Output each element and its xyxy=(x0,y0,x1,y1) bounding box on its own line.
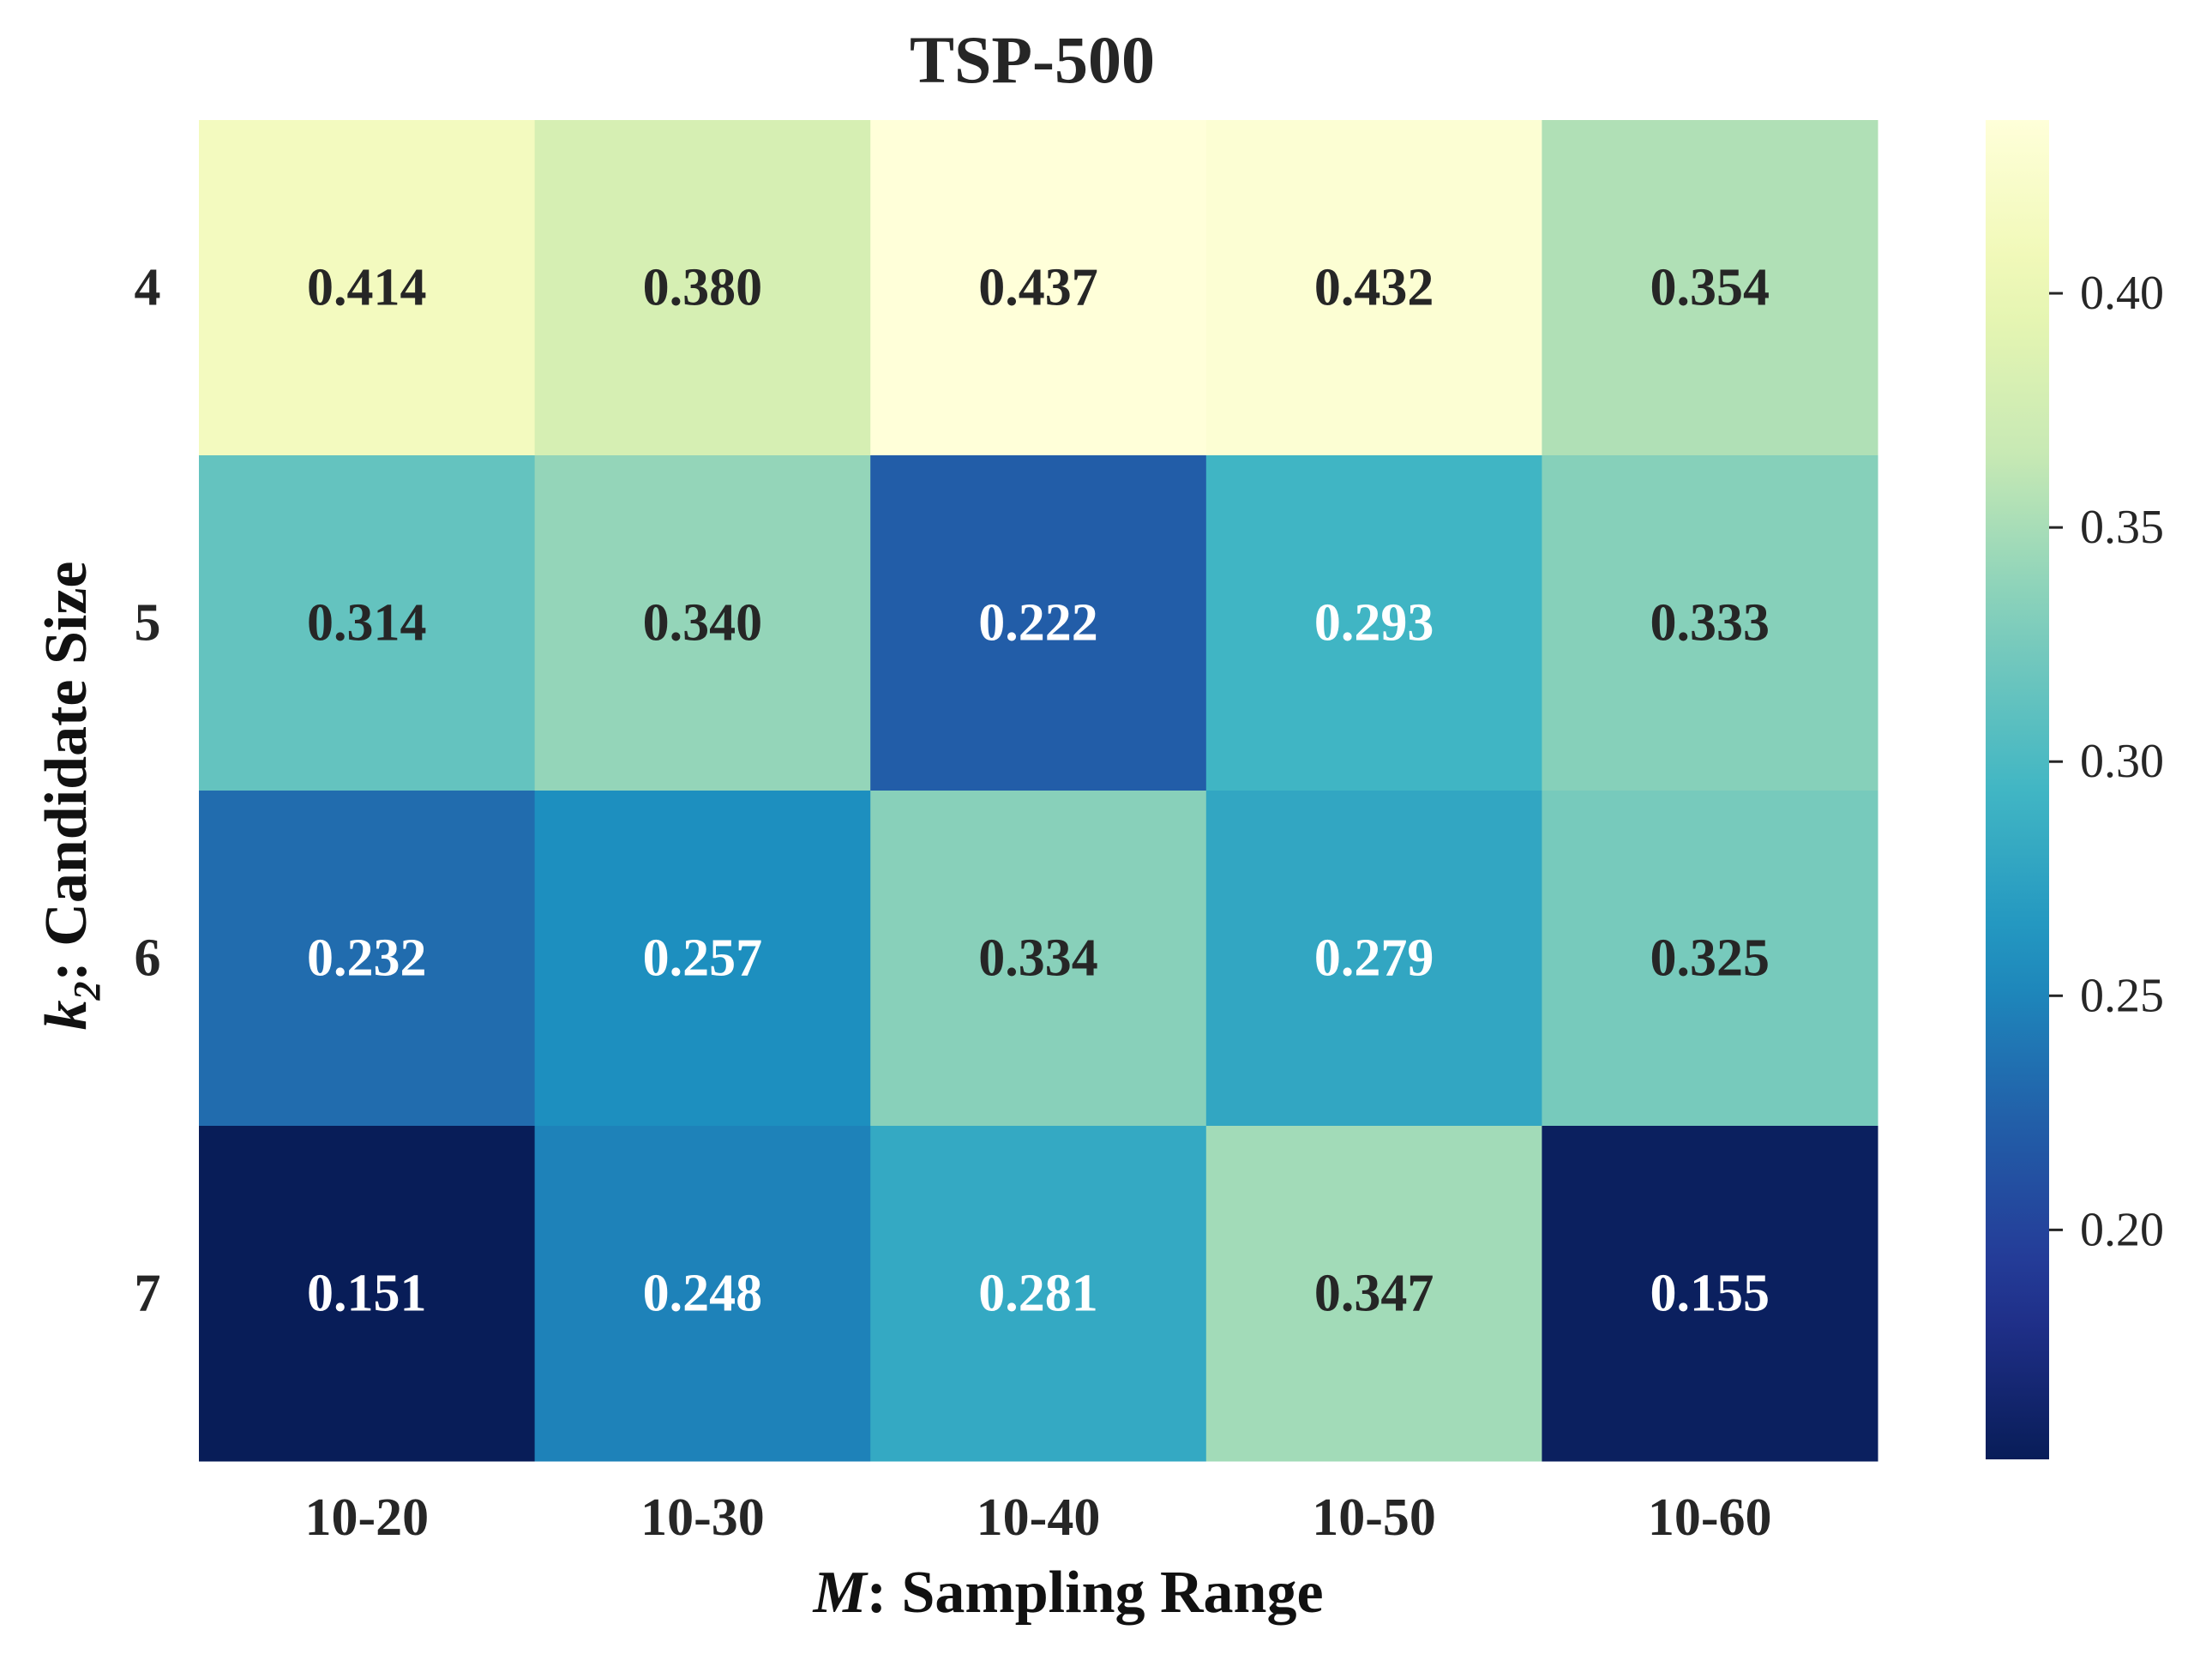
heatmap-cell xyxy=(870,455,1207,791)
x-tick-label: 10-60 xyxy=(1648,1489,1772,1547)
heatmap-cell xyxy=(870,120,1207,456)
heatmap-cell-value: 0.279 xyxy=(1314,929,1434,988)
heatmap-cell-value: 0.333 xyxy=(1650,594,1770,653)
heatmap-cell xyxy=(534,455,871,791)
heatmap-cell xyxy=(1542,791,1878,1127)
y-tick-label: 7 xyxy=(135,1265,161,1323)
heatmap-cell-value: 0.293 xyxy=(1314,594,1434,653)
heatmap-cell-value: 0.248 xyxy=(643,1265,763,1323)
heatmap-cell-value: 0.347 xyxy=(1314,1265,1434,1323)
colorbar-tick-label: 0.30 xyxy=(2080,735,2164,788)
heatmap-cell-value: 0.232 xyxy=(307,929,427,988)
heatmap-cell-value: 0.380 xyxy=(643,259,763,317)
heatmap-cell xyxy=(1205,791,1542,1127)
x-tick-label: 10-20 xyxy=(304,1489,429,1547)
x-axis-tick-labels: 10-20 10-30 10-40 10-50 10-60 xyxy=(304,1489,1771,1547)
colorbar-tick-label: 0.40 xyxy=(2080,267,2164,320)
y-tick-label: 4 xyxy=(135,259,161,317)
chart-title: TSP-500 xyxy=(910,22,1155,97)
heatmap-cell xyxy=(199,455,536,791)
heatmap-cell-value: 0.414 xyxy=(307,259,427,317)
heatmap-cell xyxy=(199,120,536,456)
y-axis-label: k2: Candidate Size xyxy=(33,562,108,1031)
heatmap-cell xyxy=(534,791,871,1127)
heatmap-cell xyxy=(870,791,1207,1127)
heatmap-cell xyxy=(199,791,536,1127)
heatmap-cells xyxy=(199,120,1878,1462)
y-axis-label-subscript: 2 xyxy=(66,982,108,1001)
x-tick-label: 10-40 xyxy=(977,1489,1101,1547)
heatmap-cell-value: 0.334 xyxy=(978,929,1098,988)
x-tick-label: 10-50 xyxy=(1312,1489,1436,1547)
colorbar-tick-label: 0.35 xyxy=(2080,501,2164,554)
heatmap-cell xyxy=(534,1126,871,1462)
heatmap-cell xyxy=(1205,1126,1542,1462)
x-tick-label: 10-30 xyxy=(640,1489,765,1547)
heatmap-cell-value: 0.325 xyxy=(1650,929,1770,988)
heatmap-cell-value: 0.354 xyxy=(1650,259,1770,317)
colorbar-ticks: 0.20 0.25 0.30 0.35 0.40 xyxy=(2049,267,2164,1256)
heatmap-cell xyxy=(534,120,871,456)
y-axis-label-text: : Candidate Size xyxy=(33,562,99,982)
colorbar-tick-label: 0.25 xyxy=(2080,969,2164,1022)
heatmap-cell-value: 0.314 xyxy=(307,594,427,653)
colorbar xyxy=(1986,120,2049,1459)
heatmap-cell-value: 0.340 xyxy=(643,594,763,653)
y-tick-label: 6 xyxy=(135,929,161,988)
x-axis-label-variable: M xyxy=(812,1560,869,1626)
y-axis-label-variable: k xyxy=(33,1001,99,1031)
heatmap-cell-value: 0.432 xyxy=(1314,259,1434,317)
colorbar-tick-label: 0.20 xyxy=(2080,1203,2164,1256)
heatmap-cell xyxy=(199,1126,536,1462)
heatmap-cell xyxy=(1542,1126,1878,1462)
x-axis-label-text: : Sampling Range xyxy=(867,1560,1324,1626)
heatmap-cell-value: 0.257 xyxy=(643,929,763,988)
heatmap-cell xyxy=(870,1126,1207,1462)
y-axis-tick-labels: 4 5 6 7 xyxy=(135,259,161,1323)
heatmap-cell-value: 0.281 xyxy=(978,1265,1098,1323)
heatmap-cell xyxy=(1205,120,1542,456)
heatmap-cell-value: 0.151 xyxy=(307,1265,427,1323)
x-axis-label: M: Sampling Range xyxy=(812,1560,1323,1626)
heatmap-cell xyxy=(1542,455,1878,791)
heatmap-cell-value: 0.222 xyxy=(978,594,1098,653)
y-tick-label: 5 xyxy=(135,594,161,653)
heatmap-cell-value: 0.437 xyxy=(978,259,1098,317)
heatmap-cell xyxy=(1205,455,1542,791)
heatmap-cell xyxy=(1542,120,1878,456)
heatmap-cell-value: 0.155 xyxy=(1650,1265,1770,1323)
heatmap-cell-labels: 0.414 0.380 0.437 0.432 0.354 0.314 0.340 0.222… xyxy=(307,259,1770,1323)
